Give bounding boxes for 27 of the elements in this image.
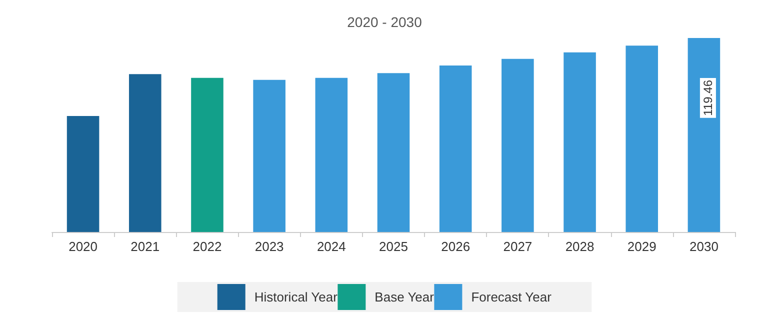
x-tick-label: 2023 (254, 239, 284, 254)
bar (439, 66, 472, 232)
bar (377, 73, 410, 232)
x-tick-label: 2025 (379, 239, 408, 254)
bar (564, 52, 596, 232)
x-tick-label: 2029 (627, 239, 656, 254)
data-label: 119.46 (700, 80, 715, 116)
legend-label: Forecast Year (471, 290, 552, 304)
x-tick-label: 2027 (503, 239, 532, 254)
x-tick-label: 2022 (192, 239, 222, 254)
bar (128, 74, 162, 232)
x-tick-label: 2024 (316, 239, 346, 254)
bar (315, 78, 348, 232)
legend-label: Historical Year (254, 290, 338, 304)
bar (626, 46, 658, 232)
x-tick-label: 2020 (68, 239, 98, 254)
x-tick-label: 2026 (441, 239, 470, 254)
bar (191, 78, 224, 232)
bar (253, 80, 286, 232)
bar (688, 38, 720, 232)
x-tick-label: 2028 (565, 239, 594, 254)
legend-label: Base Year (374, 290, 435, 304)
chart-title: 2020 - 2030 (347, 14, 422, 30)
x-tick-label: 2030 (689, 239, 718, 254)
bar (502, 58, 534, 232)
bar (66, 116, 100, 232)
x-tick-label: 2021 (130, 239, 160, 254)
